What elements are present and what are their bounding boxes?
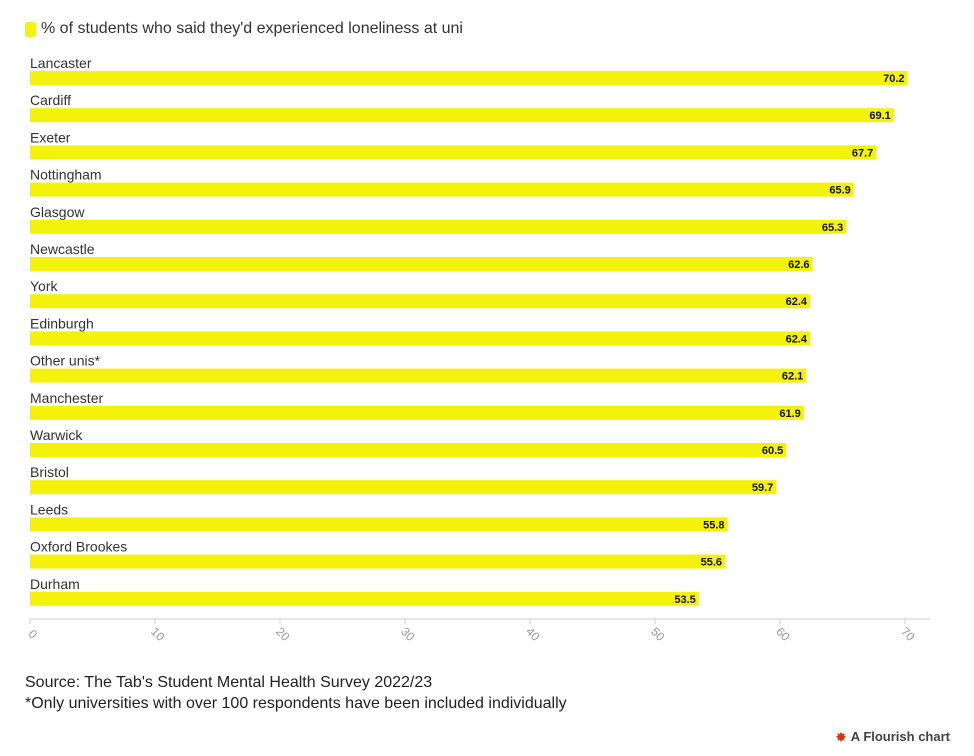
- source-note: Source: The Tab's Student Mental Health …: [25, 674, 433, 691]
- bar: [30, 480, 777, 495]
- bar: [30, 368, 807, 383]
- value-label: 60.5: [762, 445, 783, 457]
- bar: [30, 257, 813, 271]
- legend-label: % of students who said they'd experience…: [41, 20, 463, 37]
- value-label: 70.2: [883, 73, 904, 85]
- category-label: Leeds: [30, 501, 68, 517]
- value-label: 59.7: [752, 482, 773, 494]
- value-label: 53.5: [674, 594, 695, 606]
- category-label: Lancaster: [30, 55, 92, 71]
- chart-footer: Source: The Tab's Student Mental Health …: [25, 672, 567, 714]
- x-tick-label: 30: [398, 624, 418, 644]
- bar-chart: Lancaster 70.2 Cardiff 69.1 Exeter 67.7 Nottin…: [26, 55, 930, 644]
- value-label: 65.9: [829, 185, 850, 197]
- value-label: 62.4: [786, 296, 808, 308]
- legend-swatch: [25, 21, 36, 37]
- x-tick-label: 60: [773, 624, 793, 644]
- category-label: Nottingham: [30, 167, 102, 183]
- bar: [30, 517, 728, 532]
- category-label: Durham: [30, 576, 80, 592]
- bar: [30, 331, 810, 346]
- bar: [30, 554, 725, 569]
- x-tick-label: 50: [648, 624, 668, 644]
- x-tick-label: 20: [273, 624, 293, 644]
- x-tick-label: 40: [523, 624, 543, 644]
- bar: [30, 591, 699, 606]
- bar: [30, 405, 804, 420]
- category-label: York: [30, 278, 59, 294]
- category-label: Newcastle: [30, 241, 95, 257]
- value-label: 65.3: [822, 222, 843, 234]
- bar: [30, 219, 847, 234]
- value-label: 55.8: [703, 519, 724, 531]
- x-tick-label: 0: [26, 627, 41, 642]
- category-label: Exeter: [30, 129, 71, 145]
- chart-legend: % of students who said they'd experience…: [25, 20, 463, 38]
- category-label: Bristol: [30, 464, 69, 480]
- category-label: Warwick: [30, 427, 83, 443]
- value-label: 61.9: [779, 408, 800, 420]
- bar: [30, 182, 854, 197]
- flourish-burst-icon: ✸: [835, 728, 847, 745]
- value-label: 55.6: [701, 557, 722, 569]
- value-label: 62.6: [788, 259, 809, 271]
- bar: [30, 71, 908, 85]
- bar: [30, 294, 810, 309]
- value-label: 62.1: [782, 371, 803, 383]
- category-label: Oxford Brookes: [30, 539, 127, 555]
- category-label: Manchester: [30, 390, 103, 406]
- category-label: Other unis*: [30, 353, 101, 369]
- x-tick-label: 10: [148, 624, 168, 644]
- credit-label: A Flourish chart: [850, 729, 950, 744]
- x-tick-label: 70: [898, 624, 918, 644]
- value-label: 69.1: [869, 110, 890, 122]
- category-label: Edinburgh: [30, 315, 94, 331]
- bar: [30, 108, 894, 123]
- category-label: Cardiff: [30, 92, 71, 108]
- value-label: 67.7: [852, 147, 873, 159]
- value-label: 62.4: [786, 333, 808, 345]
- bar: [30, 443, 787, 457]
- footnote: *Only universities with over 100 respond…: [25, 695, 567, 712]
- flourish-credit[interactable]: ✸ A Flourish chart: [835, 729, 950, 744]
- category-label: Glasgow: [30, 204, 85, 220]
- bar: [30, 145, 877, 160]
